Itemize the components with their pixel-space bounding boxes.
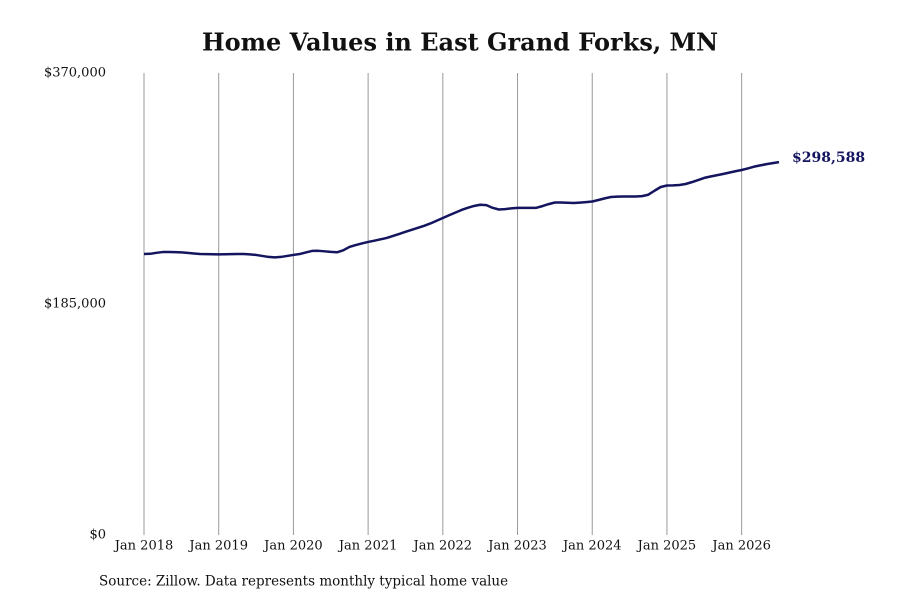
line-series	[143, 160, 780, 259]
x-tick-label: Jan 2018	[113, 539, 174, 554]
x-tick-label: Jan 2020	[262, 539, 323, 554]
y-tick-label: $0	[89, 528, 106, 543]
x-tick-label: Jan 2023	[486, 539, 547, 554]
x-tick-label: Jan 2019	[187, 539, 248, 554]
end-value-label: $298,588	[792, 150, 865, 166]
source-note: Source: Zillow. Data represents monthly …	[99, 574, 508, 590]
x-tick-label: Jan 2025	[636, 539, 697, 554]
x-tick-label: Jan 2024	[561, 539, 622, 554]
chart-title: Home Values in East Grand Forks, MN	[202, 28, 718, 57]
x-tick-label: Jan 2022	[412, 539, 473, 554]
y-tick-label: $370,000	[44, 66, 106, 81]
y-tick-label: $185,000	[44, 297, 106, 312]
x-tick-label: Jan 2026	[710, 539, 771, 554]
x-tick-label: Jan 2021	[337, 539, 398, 554]
